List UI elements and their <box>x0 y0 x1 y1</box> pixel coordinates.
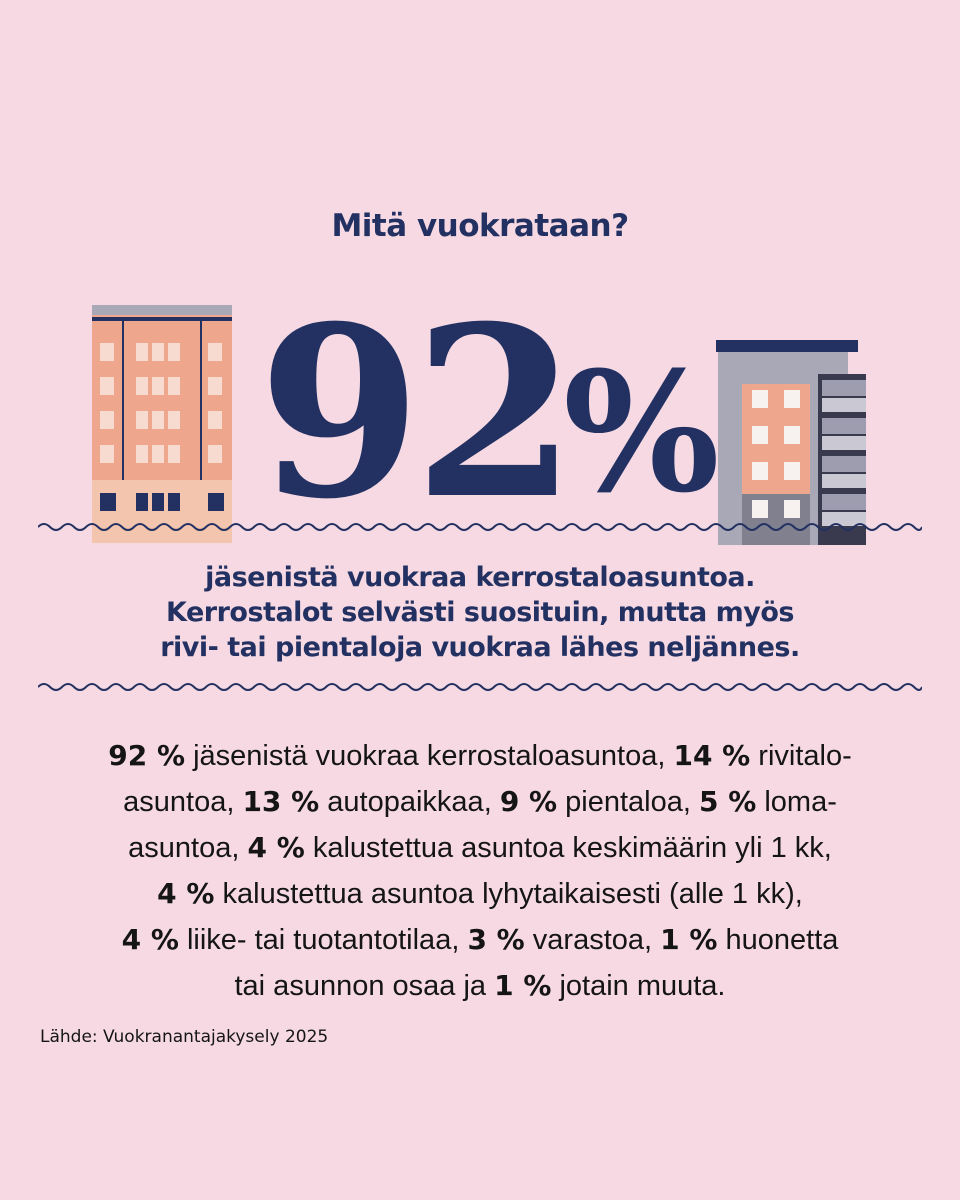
body-text-segment: kalustettua asuntoa keskimäärin yli 1 kk… <box>304 832 832 864</box>
headline-percentage: 92 % <box>258 300 718 530</box>
body-text-segment: asuntoa, <box>123 786 243 818</box>
body-line-5: 4 % liike- tai tuotantotilaa, 3 % varast… <box>40 917 920 963</box>
body-text: 92 % jäsenistä vuokraa kerrostaloasuntoa… <box>40 733 920 1009</box>
body-text-segment: pientaloa, <box>557 786 699 818</box>
percent-value: 3 % <box>467 923 525 956</box>
percent-value: 4 % <box>247 831 305 864</box>
subtitle-line-2: Kerrostalot selvästi suosituin, mutta my… <box>166 597 794 628</box>
percent-value: 5 % <box>699 785 757 818</box>
percent-value: 1 % <box>494 969 552 1002</box>
percent-value: 92 % <box>108 739 186 772</box>
percent-value: 14 % <box>673 739 751 772</box>
page-title: Mitä vuokrataan? <box>331 208 629 244</box>
headline-unit: % <box>563 335 718 529</box>
modern-apartment-building-illustration <box>716 340 866 545</box>
percent-value: 13 % <box>242 785 320 818</box>
source-note: Lähde: Vuokranantajakysely 2025 <box>40 1027 329 1047</box>
body-line-1: 92 % jäsenistä vuokraa kerrostaloasuntoa… <box>40 733 920 779</box>
subtitle: jäsenistä vuokraa kerrostaloasuntoa. Ker… <box>0 560 960 665</box>
percent-value: 1 % <box>660 923 718 956</box>
percent-value: 4 % <box>121 923 179 956</box>
body-line-2: asuntoa, 13 % autopaikkaa, 9 % pientaloa… <box>40 779 920 825</box>
body-text-segment: huonetta <box>717 924 839 956</box>
percent-value: 4 % <box>157 877 215 910</box>
body-line-4: 4 % kalustettua asuntoa lyhytaikaisesti … <box>40 871 920 917</box>
body-text-segment: jotain muuta. <box>551 970 726 1002</box>
body-line-3: asuntoa, 4 % kalustettua asuntoa keskimä… <box>40 825 920 871</box>
body-text-segment: rivitalo- <box>750 740 852 772</box>
body-text-segment: kalustettua asuntoa lyhytaikaisesti (all… <box>214 878 803 910</box>
body-text-segment: jäsenistä vuokraa kerrostaloasuntoa, <box>185 740 674 772</box>
body-text-segment: liike- tai tuotantotilaa, <box>178 924 468 956</box>
wave-divider-top <box>38 523 922 531</box>
subtitle-line-3: rivi- tai pientaloja vuokraa lähes neljä… <box>160 632 800 663</box>
subtitle-line-1: jäsenistä vuokraa kerrostaloasuntoa. <box>205 562 755 593</box>
wave-divider-bottom <box>38 683 922 691</box>
body-text-segment: asuntoa, <box>128 832 248 864</box>
body-text-segment: loma- <box>756 786 837 818</box>
headline-number: 92 <box>258 300 569 530</box>
body-text-segment: tai asunnon osaa ja <box>234 970 495 1002</box>
percent-value: 9 % <box>499 785 558 818</box>
body-line-6: tai asunnon osaa ja 1 % jotain muuta. <box>40 963 920 1009</box>
body-text-segment: varastoa, <box>524 924 661 956</box>
body-text-segment: autopaikkaa, <box>319 786 500 818</box>
brick-apartment-building-illustration <box>92 305 232 543</box>
